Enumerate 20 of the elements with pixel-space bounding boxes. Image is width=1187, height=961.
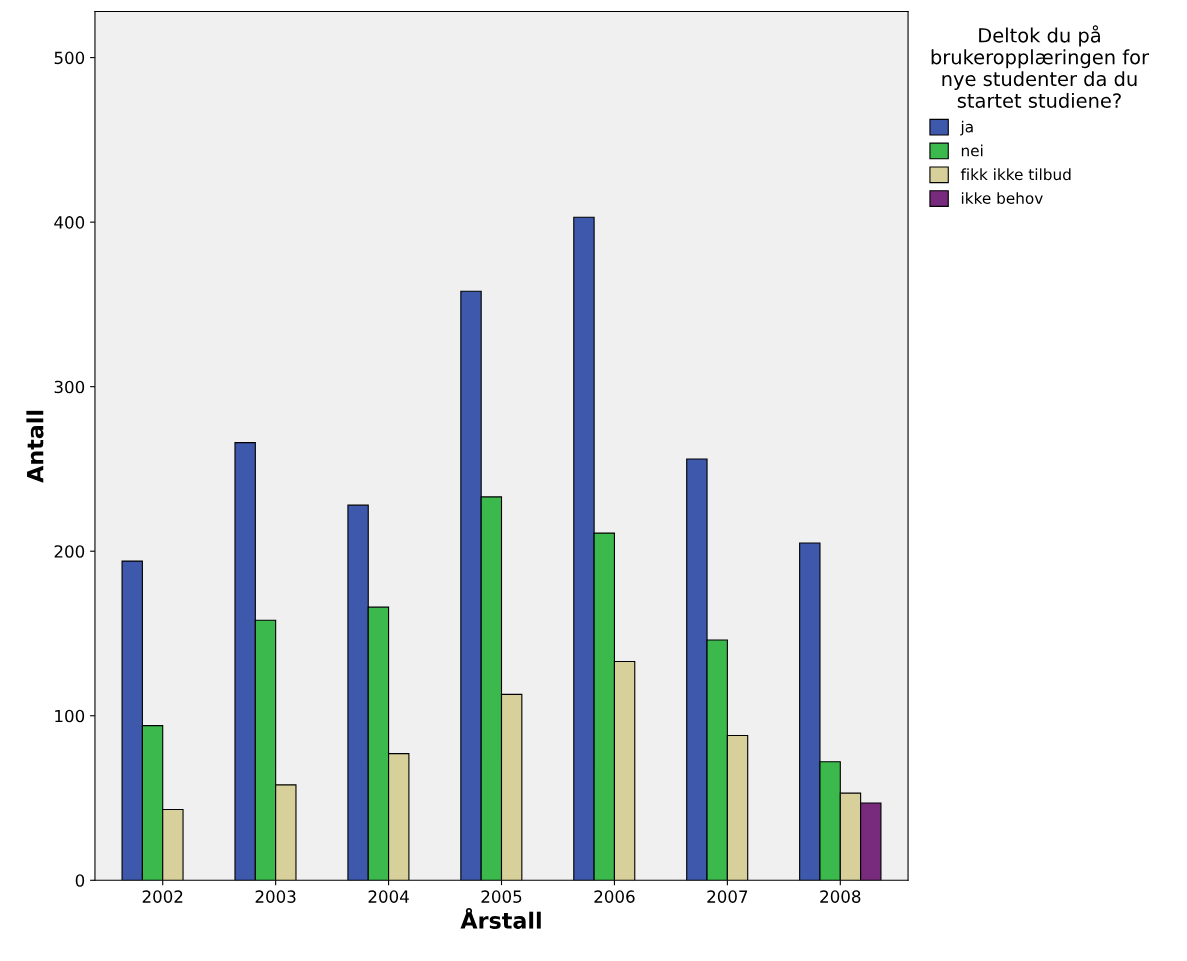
legend-label: fikk ikke tilbud	[960, 168, 1071, 181]
y-tick-label: 300	[54, 380, 85, 394]
y-tick-label: 0	[75, 874, 85, 887]
x-tick-label: 2007	[707, 890, 748, 903]
x-tick-label: 2005	[481, 890, 522, 903]
x-tick-label: 2004	[368, 890, 409, 903]
x-tick-label: 2006	[594, 890, 635, 903]
y-tick-label: 500	[54, 51, 85, 65]
legend-label: nei	[961, 144, 983, 157]
y-tick-label: 400	[54, 216, 85, 229]
x-axis-title: Årstall	[460, 907, 541, 929]
y-axis-title: Antall	[26, 410, 44, 483]
legend-label: ikke behov	[961, 192, 1043, 204]
legend-label: ja	[960, 120, 973, 136]
y-tick-label: 100	[55, 709, 85, 723]
x-tick-label: 2002	[142, 890, 183, 903]
x-tick-label: 2003	[255, 890, 296, 903]
legend-title: Deltok du på brukeropplæringen for nye studenter da du startet studiene?	[931, 25, 1150, 108]
x-tick-label: 2008	[820, 890, 861, 903]
y-tick-label: 200	[54, 545, 85, 558]
